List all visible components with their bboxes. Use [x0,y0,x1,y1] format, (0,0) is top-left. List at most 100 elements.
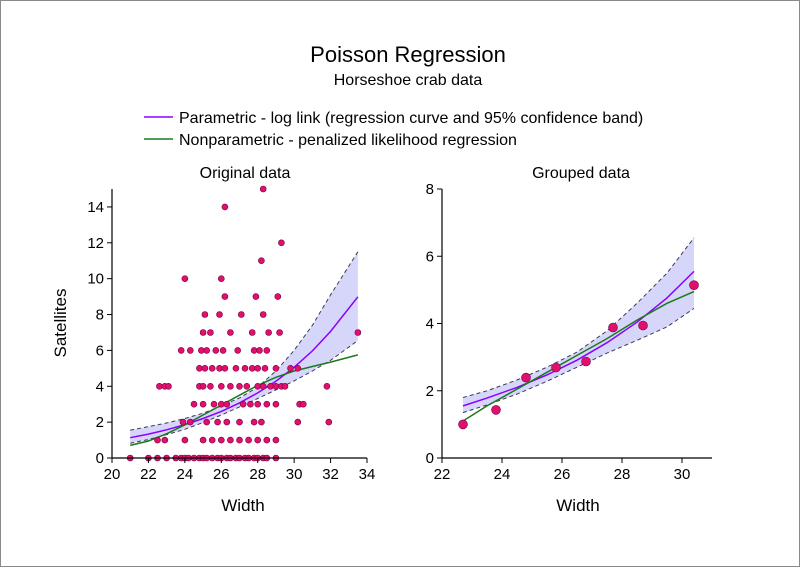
x-tick-label: 28 [614,466,631,483]
data-point [218,400,225,408]
y-tick-label: 4 [426,316,434,333]
data-point [294,364,302,372]
data-point [223,418,231,426]
data-point [221,203,229,211]
x-tick-label: 26 [554,466,571,483]
data-point [276,329,283,336]
data-point [219,347,227,354]
y-tick-label: 6 [426,248,434,265]
data-point [259,382,267,390]
data-point [491,405,501,415]
data-point [203,347,210,354]
x-tick-label: 24 [177,466,194,483]
data-point [208,436,216,444]
data-point [272,400,280,408]
data-point [156,382,163,390]
x-tick-label: 34 [359,466,376,483]
data-point [272,382,280,390]
confidence-band [463,237,694,413]
y-tick-label: 10 [87,271,104,288]
data-point [521,372,531,383]
left-y-axis-label: Satellites [51,289,70,358]
y-tick-label: 12 [87,235,104,252]
data-point [278,239,285,247]
data-point [239,400,247,408]
data-point [154,436,161,444]
data-point [218,436,225,444]
confidence-band [130,251,358,444]
data-point [177,347,185,354]
data-point [551,362,561,373]
band-upper-line [130,251,359,431]
data-point [181,275,189,283]
band-lower-line [130,340,359,444]
data-point [199,329,207,336]
data-point [245,436,252,444]
x-tick-label: 24 [494,466,511,483]
data-point [214,418,221,426]
legend: Parametric - log link (regression curve … [144,110,643,149]
right-panel-title: Grouped data [532,165,630,182]
data-point [187,418,194,426]
data-point [258,257,265,265]
data-point [199,400,207,408]
data-point [274,293,282,300]
data-point [207,329,214,336]
data-point [256,347,263,354]
data-point [218,275,225,283]
data-point [263,347,271,354]
data-point [254,400,262,408]
data-point [248,329,256,336]
data-point [201,364,209,372]
data-point [325,418,333,426]
data-point [181,436,189,444]
data-point [608,322,618,333]
data-point [221,364,229,372]
y-tick-label: 0 [426,450,434,467]
x-tick-label: 26 [213,466,230,483]
chart-title: Poisson Regression [310,42,506,67]
data-point [458,419,468,430]
x-tick-label: 30 [674,466,691,483]
data-point [187,347,194,354]
data-point [252,293,260,300]
y-tick-label: 8 [426,181,434,198]
x-tick-label: 30 [286,466,303,483]
data-point [227,382,234,390]
data-point [179,418,187,426]
data-point [207,382,214,390]
parametric-curve [462,270,695,407]
data-point [323,382,331,390]
data-point [294,418,302,426]
data-point [218,382,225,390]
data-point [201,311,209,318]
y-tick-label: 4 [96,378,104,395]
data-point [234,347,241,354]
y-tick-label: 2 [96,414,104,431]
data-point [243,382,251,390]
y-tick-label: 14 [87,199,104,216]
data-point [190,400,198,408]
data-point [208,364,216,372]
data-point [263,400,271,408]
y-tick-label: 0 [96,450,104,467]
data-point [203,418,210,426]
left-panel-title: Original data [200,165,291,182]
left-x-axis-label: Width [221,496,264,515]
data-point [287,364,294,372]
data-point [165,382,172,390]
data-point [254,382,262,390]
legend-label-nonparametric: Nonparametric - penalized likelihood reg… [179,132,517,149]
data-point [272,436,280,444]
parametric-curve [130,296,359,439]
data-point [227,329,234,336]
x-tick-label: 28 [249,466,266,483]
data-point [261,364,269,372]
chart-subtitle: Horseshoe crab data [334,72,483,89]
data-point [216,311,223,318]
data-point [212,347,220,354]
